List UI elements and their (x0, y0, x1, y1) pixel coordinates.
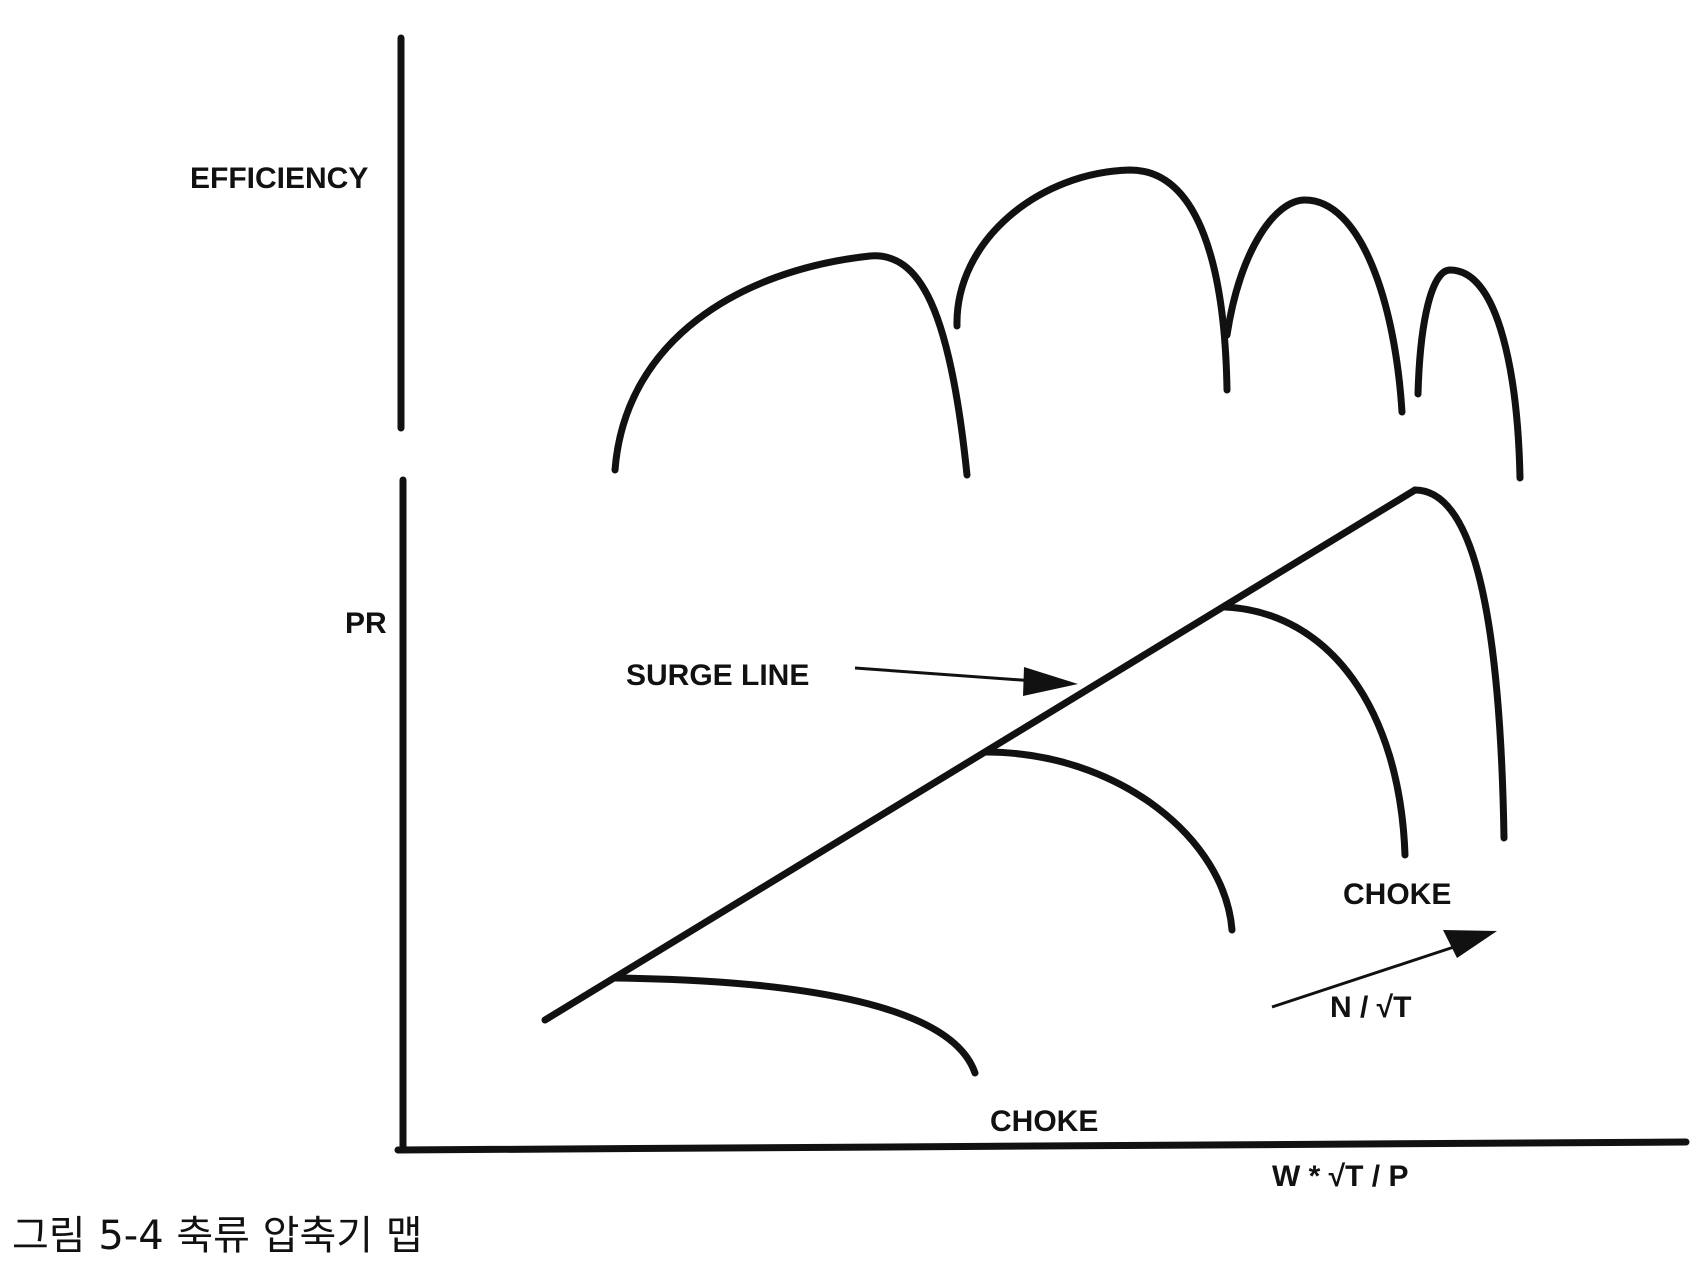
pr-axis-label: PR (345, 607, 387, 640)
speed-line-1 (611, 974, 979, 1077)
figure-caption: 그림 5-4 축류 압축기 맵 (12, 1213, 423, 1259)
speed-line-4 (1411, 486, 1508, 842)
speed-arrow-shaft (1271, 943, 1461, 1009)
flow-axis-label: W * √T / P (1272, 1160, 1408, 1193)
choke-label-upper: CHOKE (1343, 878, 1451, 911)
efficiency-axis-label: EFFICIENCY (190, 162, 368, 195)
speed-label: N / √T (1330, 991, 1411, 1024)
efficiency-curve-2 (953, 166, 1231, 394)
speed-line-3 (1221, 603, 1409, 859)
efficiency-curve-3 (1223, 196, 1406, 416)
flow-axis (394, 1138, 1690, 1154)
choke-label-lower: CHOKE (990, 1105, 1098, 1138)
surge-line-label: SURGE LINE (626, 659, 809, 692)
surge-line-arrow-shaft (854, 666, 1036, 683)
surge-line (541, 486, 1419, 1024)
efficiency-curve-4 (1414, 266, 1524, 482)
surge-line-arrow-head (1023, 667, 1078, 696)
efficiency-curve-1 (611, 252, 971, 479)
speed-line-2 (981, 748, 1236, 934)
speed-arrow-head (1443, 930, 1497, 958)
